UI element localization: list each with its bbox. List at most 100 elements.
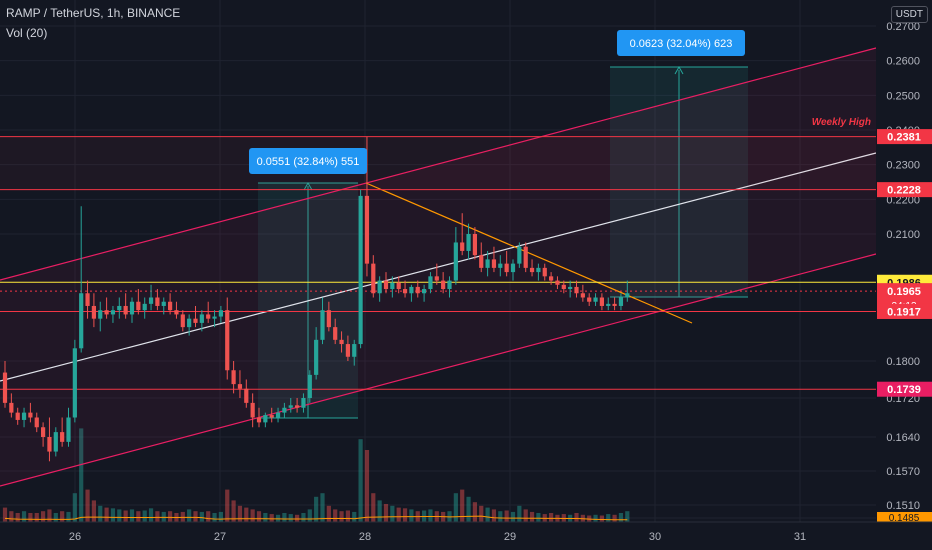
volume-bar	[98, 505, 103, 522]
candle-body	[536, 267, 541, 273]
price-tick-label: 0.1640	[886, 432, 920, 444]
volume-bar	[498, 511, 503, 522]
candle-body	[168, 301, 173, 311]
candle-body	[574, 286, 579, 294]
candle-body	[66, 417, 71, 442]
candle-body	[606, 303, 611, 306]
volume-bar	[428, 509, 433, 522]
volume-bar	[599, 515, 604, 522]
volume-bars	[2, 428, 630, 522]
volume-indicator-label[interactable]: Vol (20)	[6, 26, 48, 40]
volume-bar	[320, 493, 325, 522]
measure-label-1: 0.0551 (32.84%) 551	[257, 156, 360, 168]
candle-body	[60, 432, 65, 442]
candles[interactable]	[2, 136, 630, 462]
volume-bar	[47, 509, 52, 522]
price-badge-bg	[877, 381, 932, 397]
candle-body	[193, 318, 198, 323]
candle-body	[288, 405, 293, 408]
volume-bar	[606, 514, 611, 522]
candle-body	[34, 417, 39, 428]
volume-bar	[155, 511, 160, 522]
measure-zone-2-arrowhead	[674, 65, 684, 75]
candle-body	[441, 280, 446, 290]
candle-body	[225, 310, 230, 371]
volume-bar	[110, 508, 116, 522]
candle-body	[460, 242, 465, 251]
volume-bar	[345, 510, 350, 522]
volume-bar	[212, 513, 217, 522]
volume-bar	[618, 513, 624, 522]
volume-bar	[409, 509, 414, 522]
candle-body	[180, 314, 185, 328]
candle-body	[383, 280, 389, 290]
volume-bar	[9, 511, 14, 522]
currency-badge[interactable]: USDT	[890, 6, 928, 23]
candle-body	[244, 388, 249, 403]
volume-bar	[466, 496, 471, 522]
volume-bar	[142, 510, 147, 522]
channel-midline	[0, 152, 877, 382]
candle-body	[371, 263, 376, 294]
price-axis-bg	[876, 0, 932, 522]
volume-bar	[148, 508, 154, 522]
candle-body	[79, 293, 84, 349]
volume-bar	[523, 509, 528, 522]
volume-bar	[453, 493, 458, 522]
candle-body	[364, 195, 370, 264]
price-axis[interactable]: 0.27000.26000.25000.24000.23000.22000.21…	[876, 0, 932, 524]
candle-body	[174, 310, 179, 315]
candle-body	[53, 432, 58, 452]
candle-body	[295, 405, 300, 408]
candle-body	[155, 297, 160, 306]
volume-bar	[244, 507, 249, 522]
candle-body	[326, 310, 331, 328]
volume-bar	[187, 509, 192, 522]
time-axis[interactable]: 26 27 28 29 30 31	[0, 521, 932, 550]
candle-body	[104, 310, 109, 315]
volume-ma-line	[4, 515, 628, 521]
drawings	[0, 47, 877, 487]
volume-bar	[612, 514, 617, 522]
candle-body	[612, 303, 617, 306]
volume-bar	[383, 504, 389, 522]
candle-body	[466, 234, 471, 251]
candle-body	[98, 310, 103, 319]
time-tick-label: 26	[69, 531, 81, 543]
candle-body	[498, 263, 503, 268]
measure-label-2: 0.0623 (32.04%) 623	[630, 38, 733, 50]
candle-body	[320, 310, 325, 340]
candle-body	[523, 246, 528, 268]
volume-bar	[510, 511, 516, 522]
symbol-title[interactable]: RAMP / TetherUS, 1h, BINANCE	[6, 6, 181, 20]
candle-body	[549, 276, 554, 281]
volume-bar	[199, 511, 204, 522]
candle-body	[485, 259, 490, 268]
descending-trendline	[365, 182, 693, 324]
candle-body	[269, 415, 274, 418]
price-badge: 0.2381	[887, 132, 921, 144]
candle-body	[2, 372, 8, 403]
volume-bar	[168, 511, 173, 522]
volume-bar	[358, 439, 363, 522]
candle-body	[510, 263, 516, 273]
price-tick-label: 0.2600	[886, 56, 920, 68]
price-tick-label: 0.2300	[886, 160, 920, 172]
volume-bar	[250, 509, 255, 522]
weekly-high-band	[0, 136, 876, 190]
time-axis-bg	[0, 522, 932, 550]
volume-bar	[282, 513, 287, 522]
volume-bar	[66, 511, 71, 522]
candle-body	[256, 417, 262, 423]
candle-body	[593, 297, 598, 302]
candle-body	[561, 284, 566, 290]
price-badge: 0.2228	[887, 185, 921, 197]
time-tick-label: 31	[794, 531, 806, 543]
candle-body	[504, 263, 509, 273]
candle-body	[28, 412, 33, 418]
candle-body	[555, 280, 560, 285]
candle-body	[199, 314, 204, 323]
candle-body	[47, 437, 52, 452]
